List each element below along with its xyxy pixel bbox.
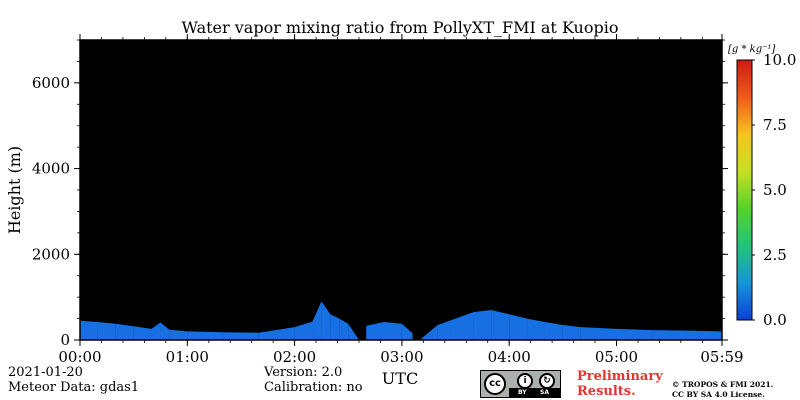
x-tick-label: 05:00 bbox=[595, 348, 638, 366]
data-signal-segment bbox=[187, 331, 224, 340]
data-signal-segment bbox=[312, 301, 322, 340]
data-signal-segment bbox=[169, 329, 188, 340]
data-signal-segment bbox=[616, 328, 653, 340]
copyright-line-1: © TROPOS & FMI 2021. bbox=[672, 380, 774, 389]
x-tick-label: 00:00 bbox=[58, 348, 101, 366]
attribution-icon: i bbox=[517, 373, 533, 389]
y-axis: 0 2000 4000 6000 bbox=[32, 39, 728, 349]
no-data-gap bbox=[358, 40, 367, 340]
colorbar-tick-label: 10.0 bbox=[763, 51, 796, 69]
calibration-text: Calibration: no bbox=[264, 380, 363, 395]
x-tick-label: 04:00 bbox=[488, 348, 531, 366]
colorbar-tick-label: 0.0 bbox=[763, 311, 787, 329]
data-signal-segment bbox=[652, 330, 689, 340]
y-tick-label: 4000 bbox=[32, 160, 70, 178]
meteor-data-text: Meteor Data: gdas1 bbox=[8, 380, 140, 395]
share-alike-icon: ↻ bbox=[539, 373, 555, 389]
data-signal-segment bbox=[384, 322, 402, 340]
no-data-gap bbox=[412, 40, 420, 340]
colorbar-tick-label: 5.0 bbox=[763, 181, 787, 199]
colorbar-unit-label: [g * kg⁻¹] bbox=[728, 44, 775, 55]
colorbar-tick-label: 7.5 bbox=[763, 116, 787, 134]
plot-background bbox=[80, 40, 722, 340]
cc-sa-label: SA bbox=[540, 389, 549, 396]
data-signal-segment bbox=[348, 323, 359, 340]
cc-badge-strip bbox=[509, 388, 560, 397]
data-signal-segment bbox=[419, 325, 438, 340]
cc-icon: cc bbox=[484, 373, 506, 395]
cc-by-label: BY bbox=[518, 389, 527, 396]
data-signal-segment bbox=[562, 325, 581, 340]
chart-title: Water vapor mixing ratio from PollyXT_FM… bbox=[182, 18, 619, 37]
y-tick-label: 2000 bbox=[32, 245, 70, 263]
data-signal-segment bbox=[160, 322, 170, 340]
data-signal-segment bbox=[223, 332, 259, 340]
preliminary-results-note: Preliminary Results. bbox=[577, 369, 663, 399]
copyright-line-2: CC BY SA 4.0 License. bbox=[672, 390, 765, 399]
preliminary-line-2: Results. bbox=[577, 384, 636, 399]
data-signal-segment bbox=[321, 301, 331, 340]
colorbar: 0.0 2.5 5.0 7.5 10.0[g * kg⁻¹] bbox=[728, 44, 796, 329]
data-signal-segment bbox=[80, 320, 98, 340]
copyright-note: © TROPOS & FMI 2021. CC BY SA 4.0 Licens… bbox=[672, 380, 773, 400]
plot-area bbox=[79, 39, 723, 341]
x-axis: 00:00 01:00 02:00 03:00 04:00 05:00 05:59 bbox=[58, 34, 744, 366]
data-signal-segment bbox=[330, 314, 340, 340]
data-signal-segment bbox=[133, 326, 152, 340]
data-signal-segment bbox=[258, 327, 295, 340]
x-tick-label: 05:59 bbox=[700, 348, 743, 366]
version-text: Version: 2.0 bbox=[264, 365, 343, 380]
data-signal-segment bbox=[294, 321, 313, 340]
data-signal-segment bbox=[437, 318, 456, 340]
y-tick-label: 0 bbox=[60, 331, 70, 349]
data-signal-segment bbox=[473, 310, 492, 340]
data-signal-segment bbox=[491, 310, 510, 340]
data-signal-segment bbox=[339, 318, 349, 340]
x-axis-label: UTC bbox=[382, 369, 418, 388]
data-signal-segment bbox=[151, 322, 161, 340]
data-signal-segment bbox=[455, 312, 474, 340]
y-tick-label: 6000 bbox=[32, 74, 70, 92]
date-text: 2021-01-20 bbox=[8, 365, 83, 380]
data-signal-segment bbox=[580, 327, 617, 340]
colorbar-bar bbox=[736, 59, 753, 321]
x-tick-label: 02:00 bbox=[273, 348, 316, 366]
preliminary-line-1: Preliminary bbox=[577, 369, 663, 384]
data-signal-segment bbox=[97, 322, 116, 340]
data-signal-segment bbox=[366, 322, 385, 340]
data-signal-segment bbox=[688, 330, 722, 340]
y-axis-label: Height (m) bbox=[5, 146, 24, 234]
data-signal-segment bbox=[115, 323, 134, 340]
colorbar-tick-label: 2.5 bbox=[763, 246, 787, 264]
x-tick-label: 01:00 bbox=[166, 348, 209, 366]
data-signal-segment bbox=[509, 314, 528, 340]
data-signal-segment bbox=[544, 322, 563, 340]
cc-license-badge: cc i ↻ BY SA bbox=[480, 370, 561, 398]
x-tick-label: 03:00 bbox=[380, 348, 423, 366]
data-signal-segment bbox=[527, 318, 545, 340]
